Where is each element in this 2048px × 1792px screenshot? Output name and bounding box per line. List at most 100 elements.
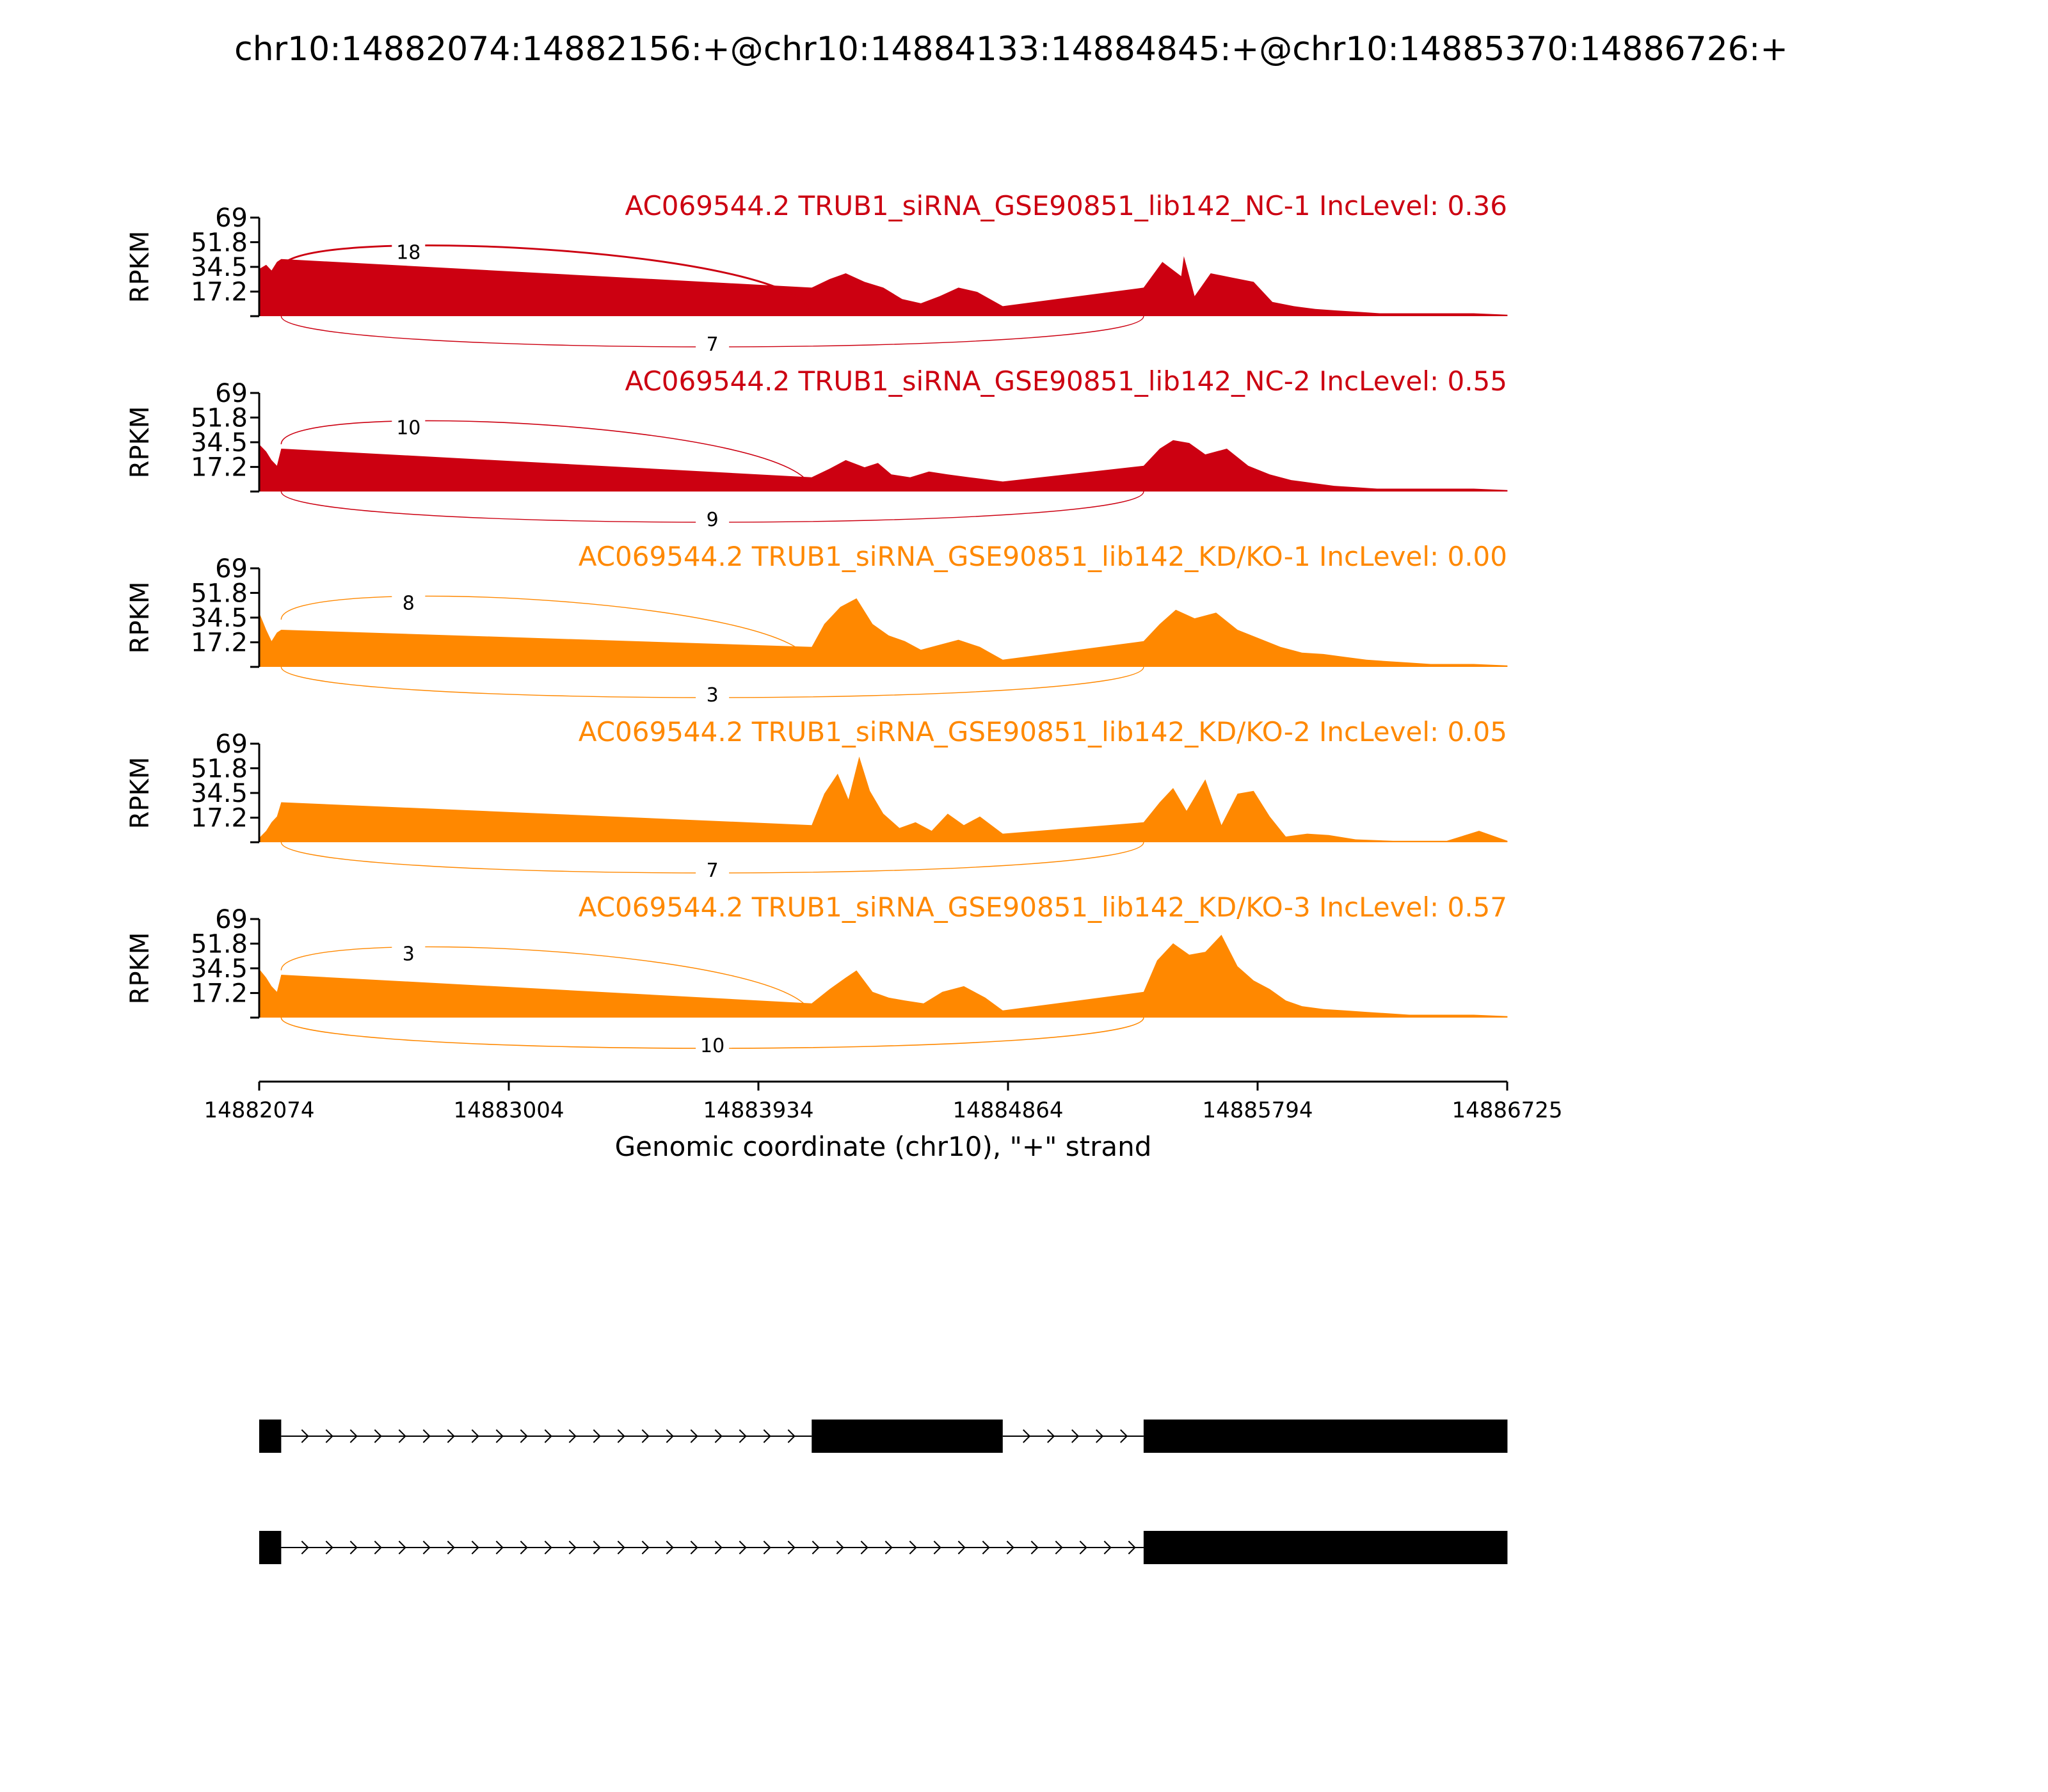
strand-arrow bbox=[447, 1540, 455, 1555]
strand-arrow bbox=[884, 1540, 893, 1555]
strand-arrow bbox=[1047, 1429, 1055, 1443]
junction-count: 3 bbox=[403, 943, 415, 966]
x-axis: 14882074 14883004 14883934 14884864 14885794… bbox=[204, 1080, 1563, 1123]
y-tick-label: 51.8 bbox=[191, 403, 248, 433]
junction-count: 10 bbox=[396, 417, 420, 440]
x-tick-label: 14883934 bbox=[703, 1098, 813, 1123]
strand-arrow bbox=[325, 1540, 333, 1555]
y-tick-label: 51.8 bbox=[191, 228, 248, 257]
coverage-area bbox=[259, 934, 1508, 1018]
junction-count-bg bbox=[392, 942, 426, 964]
junction-count-bg bbox=[392, 591, 426, 614]
strand-arrow bbox=[495, 1429, 504, 1443]
junction-count-bg bbox=[392, 241, 426, 263]
strand-arrow bbox=[666, 1429, 674, 1443]
track-title: AC069544.2 TRUB1_siRNA_GSE90851_lib142_N… bbox=[625, 365, 1507, 397]
strand-arrow bbox=[909, 1540, 917, 1555]
y-tick-label: 51.8 bbox=[191, 754, 248, 783]
strand-arrow bbox=[617, 1540, 625, 1555]
junction-count: 8 bbox=[403, 593, 415, 615]
y-tick-label: 69 bbox=[215, 379, 248, 408]
exon-block bbox=[1143, 1531, 1508, 1564]
coverage-area bbox=[259, 756, 1508, 842]
strand-arrow bbox=[301, 1540, 309, 1555]
strand-arrow bbox=[957, 1540, 966, 1555]
x-axis-label: Genomic coordinate (chr10), "+" strand bbox=[615, 1131, 1152, 1162]
y-tick-label: 17.2 bbox=[191, 804, 248, 833]
junction-arc bbox=[280, 420, 813, 492]
y-tick-label: 17.2 bbox=[191, 278, 248, 307]
strand-arrow bbox=[787, 1540, 796, 1555]
sample-track: 17.234.551.869 RPKM AC069544.2 TRUB1_siRNA… bbox=[125, 716, 1508, 882]
track-title: AC069544.2 TRUB1_siRNA_GSE90851_lib142_N… bbox=[625, 190, 1507, 221]
y-axis-label: RPKM bbox=[125, 231, 155, 303]
coverage-area bbox=[259, 440, 1508, 492]
junction-count: 10 bbox=[700, 1035, 724, 1057]
plot-title: chr10:14882074:14882156:+@chr10:14884133… bbox=[234, 30, 1788, 68]
y-axis-label: RPKM bbox=[125, 582, 155, 654]
junction-count-bg bbox=[696, 1034, 730, 1056]
y-axis-label: RPKM bbox=[125, 932, 155, 1005]
junction-arc bbox=[280, 244, 813, 317]
y-axis-label: RPKM bbox=[125, 406, 155, 479]
strand-arrow bbox=[520, 1429, 528, 1443]
track-title: AC069544.2 TRUB1_siRNA_GSE90851_lib142_K… bbox=[579, 716, 1507, 748]
track-title: AC069544.2 TRUB1_siRNA_GSE90851_lib142_K… bbox=[579, 541, 1507, 572]
strand-arrow bbox=[447, 1429, 455, 1443]
strand-arrow bbox=[812, 1540, 820, 1555]
strand-arrow bbox=[1006, 1540, 1014, 1555]
strand-arrow bbox=[666, 1540, 674, 1555]
y-tick-label: 69 bbox=[215, 554, 248, 584]
sample-track: 17.234.551.869 RPKM AC069544.2 TRUB1_siRNA… bbox=[125, 892, 1508, 1057]
strand-arrow bbox=[714, 1429, 723, 1443]
junction-count: 7 bbox=[707, 333, 719, 356]
strand-arrow bbox=[422, 1429, 431, 1443]
strand-arrow bbox=[1128, 1540, 1136, 1555]
junction-count: 9 bbox=[707, 509, 719, 531]
exon-block bbox=[812, 1420, 1003, 1453]
strand-arrow bbox=[1103, 1540, 1112, 1555]
strand-arrow bbox=[568, 1429, 577, 1443]
strand-arrow bbox=[836, 1540, 844, 1555]
y-axis-label: RPKM bbox=[125, 757, 155, 829]
exon-block bbox=[259, 1531, 282, 1564]
isoform-model bbox=[259, 1420, 1508, 1453]
y-tick-label: 34.5 bbox=[191, 954, 248, 984]
strand-arrow bbox=[349, 1540, 358, 1555]
strand-arrow bbox=[1079, 1540, 1087, 1555]
strand-arrow bbox=[422, 1540, 431, 1555]
isoform-model bbox=[259, 1531, 1508, 1564]
strand-arrow bbox=[325, 1429, 333, 1443]
x-tick-label: 14884864 bbox=[952, 1098, 1063, 1123]
sample-track: 17.234.551.869 RPKM AC069544.2 TRUB1_siRNA… bbox=[125, 365, 1508, 531]
y-tick-label: 34.5 bbox=[191, 428, 248, 458]
coverage-area bbox=[259, 256, 1508, 316]
junction-count: 3 bbox=[707, 684, 719, 707]
x-tick-label: 14883004 bbox=[453, 1098, 564, 1123]
strand-arrow bbox=[1071, 1429, 1080, 1443]
junction-count-bg bbox=[696, 508, 730, 530]
strand-arrow bbox=[933, 1540, 941, 1555]
x-tick-label: 14885794 bbox=[1202, 1098, 1313, 1123]
strand-arrow bbox=[1023, 1429, 1031, 1443]
coverage-area bbox=[259, 598, 1508, 667]
y-tick-label: 34.5 bbox=[191, 604, 248, 633]
strand-arrow bbox=[860, 1540, 868, 1555]
track-title: AC069544.2 TRUB1_siRNA_GSE90851_lib142_K… bbox=[579, 892, 1507, 923]
strand-arrow bbox=[690, 1429, 698, 1443]
strand-arrow bbox=[641, 1429, 650, 1443]
strand-arrow bbox=[690, 1540, 698, 1555]
junction-count-bg bbox=[696, 333, 730, 355]
strand-arrow bbox=[714, 1540, 723, 1555]
strand-arrow bbox=[739, 1429, 747, 1443]
exon-block bbox=[259, 1420, 282, 1453]
y-tick-label: 17.2 bbox=[191, 628, 248, 658]
strand-arrow bbox=[763, 1540, 771, 1555]
x-tick-label: 14882074 bbox=[204, 1098, 314, 1123]
junction-count: 18 bbox=[396, 242, 420, 264]
strand-arrow bbox=[763, 1429, 771, 1443]
strand-arrow bbox=[471, 1540, 479, 1555]
strand-arrow bbox=[544, 1429, 552, 1443]
y-tick-label: 51.8 bbox=[191, 579, 248, 608]
y-tick-label: 51.8 bbox=[191, 929, 248, 959]
